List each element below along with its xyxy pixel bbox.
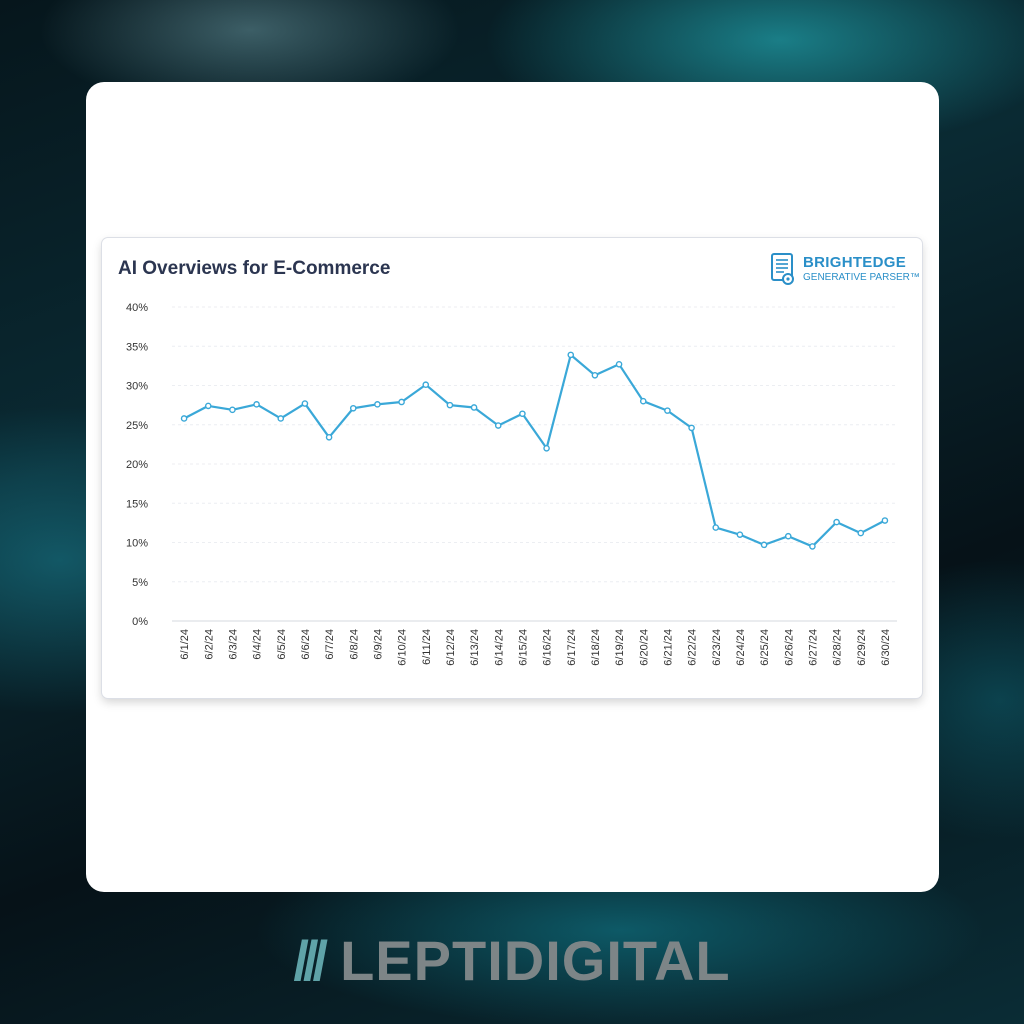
x-tick-label: 6/24/24	[735, 629, 747, 666]
x-tick-label: 6/20/24	[638, 629, 650, 666]
data-point	[446, 401, 454, 409]
x-tick-label: 6/11/24	[421, 629, 433, 665]
data-point	[833, 518, 840, 526]
x-tick-label: 6/28/24	[832, 629, 844, 666]
x-tick-label: 6/7/24	[324, 629, 336, 660]
x-tick-label: 6/5/24	[276, 629, 288, 660]
y-tick-label: 0%	[132, 616, 148, 628]
data-point	[736, 531, 744, 538]
x-tick-label: 6/8/24	[348, 629, 360, 660]
x-tick-label: 6/25/24	[759, 629, 771, 666]
brightedge-logo: BRIGHTEDGE GENERATIVE PARSER™	[770, 252, 920, 286]
data-point	[398, 398, 405, 406]
x-tick-label: 6/2/24	[203, 629, 215, 660]
y-tick-label: 35%	[126, 341, 148, 353]
data-point	[760, 541, 768, 549]
x-tick-label: 6/30/24	[880, 629, 892, 666]
logo-subtitle: GENERATIVE PARSER™	[803, 272, 920, 283]
data-point	[615, 361, 623, 368]
x-tick-label: 6/26/24	[783, 629, 795, 666]
x-tick-label: 6/13/24	[469, 629, 481, 666]
leptidigital-watermark: /// LEPTIDIGITAL	[0, 928, 1024, 993]
data-point	[712, 524, 720, 531]
x-tick-label: 6/21/24	[662, 629, 674, 666]
y-tick-label: 5%	[132, 577, 148, 589]
x-tick-label: 6/22/24	[687, 629, 699, 666]
y-tick-label: 40%	[126, 302, 148, 314]
x-tick-label: 6/19/24	[614, 629, 626, 666]
data-point	[277, 415, 285, 422]
y-tick-label: 20%	[126, 459, 148, 471]
data-point	[591, 371, 599, 379]
x-tick-label: 6/12/24	[445, 629, 457, 666]
data-point	[543, 444, 550, 452]
x-tick-label: 6/6/24	[300, 629, 312, 660]
data-point	[639, 397, 647, 405]
data-point	[688, 424, 695, 432]
document-parser-icon	[771, 253, 794, 285]
x-tick-label: 6/15/24	[517, 629, 529, 666]
x-tick-label: 6/3/24	[227, 629, 239, 660]
x-tick-label: 6/29/24	[856, 629, 868, 666]
data-point	[325, 434, 333, 441]
data-point	[784, 532, 792, 540]
x-tick-label: 6/18/24	[590, 629, 602, 666]
data-point	[470, 404, 478, 411]
data-point	[180, 415, 188, 422]
data-point	[494, 422, 502, 429]
x-tick-label: 6/17/24	[566, 629, 578, 666]
data-point	[567, 351, 575, 359]
x-tick-label: 6/4/24	[252, 629, 264, 660]
data-point	[349, 404, 357, 412]
data-point	[301, 400, 309, 407]
data-point	[229, 406, 236, 414]
x-tick-label: 6/16/24	[542, 629, 554, 666]
y-tick-label: 25%	[126, 420, 148, 432]
data-point	[881, 517, 889, 524]
line-chart: 0% 5% 10% 15% 20% 25% 30% 35% 40% 6/1/24 6/2/24 6/3…	[126, 302, 897, 666]
chart-panel: 0% 5% 10% 15% 20% 25% 30% 35% 40% 6/1/24 6/2/24 6/3…	[102, 238, 922, 698]
y-tick-label: 30%	[126, 381, 148, 393]
x-tick-label: 6/14/24	[493, 629, 505, 666]
series-line	[182, 353, 887, 548]
watermark-text: LEPTIDIGITAL	[340, 929, 731, 992]
data-point	[857, 529, 865, 537]
data-point	[204, 402, 212, 410]
data-point	[253, 401, 260, 408]
x-tick-label: 6/27/24	[807, 629, 819, 666]
data-point	[664, 407, 671, 414]
y-tick-label: 10%	[126, 538, 148, 550]
logo-name: BRIGHTEDGE	[803, 254, 907, 271]
data-point	[809, 543, 816, 550]
data-point	[519, 410, 526, 418]
data-point	[374, 401, 381, 408]
data-point	[422, 381, 430, 389]
watermark-slashes: ///	[293, 929, 328, 992]
y-tick-label: 15%	[126, 498, 148, 510]
x-tick-label: 6/1/24	[179, 629, 191, 660]
chart-title: AI Overviews for E-Commerce	[118, 258, 391, 279]
x-tick-label: 6/9/24	[372, 629, 384, 660]
x-tick-label: 6/10/24	[397, 629, 409, 666]
x-tick-label: 6/23/24	[711, 629, 723, 666]
